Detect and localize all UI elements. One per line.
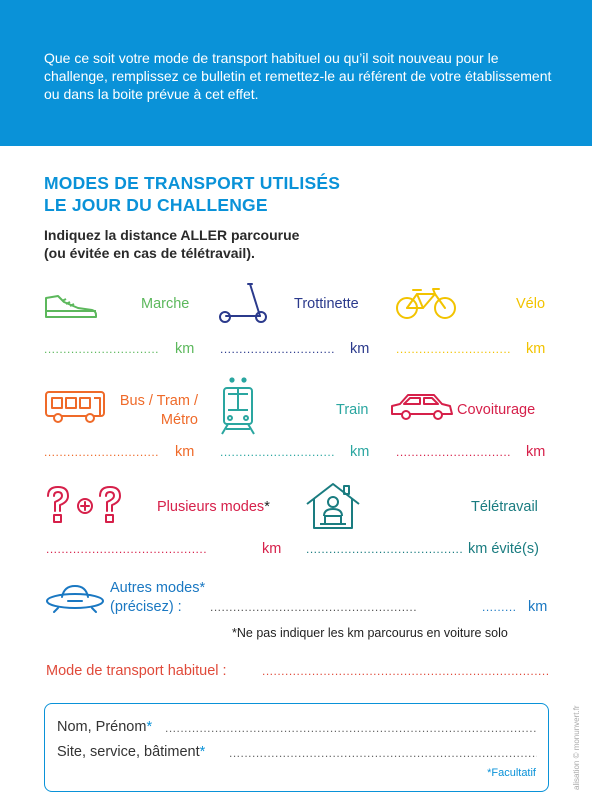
bicycle-icon — [396, 288, 456, 319]
car-icon — [391, 394, 453, 420]
name-line: Nom, Prénom* — [57, 719, 152, 735]
instruction-text: Indiquez la distance ALLER parcourue (ou… — [44, 226, 299, 262]
name-dots[interactable]: ........................................… — [165, 721, 537, 735]
section-title: MODES DE TRANSPORT UTILISÉS LE JOUR DU C… — [44, 172, 340, 216]
mode-bus-label: Bus / Tram / Métro — [114, 392, 198, 430]
section-title-line1: MODES DE TRANSPORT UTILISÉS — [44, 173, 341, 193]
mode-marche-unit: km — [175, 341, 195, 357]
mode-teletravail-label: Télétravail — [471, 499, 538, 515]
mode-plusieurs-dots[interactable]: ........................................… — [46, 542, 208, 556]
site-label: Site, service, bâtiment — [57, 744, 200, 760]
section-title-line2: LE JOUR DU CHALLENGE — [44, 195, 268, 215]
identity-box: Nom, Prénom* ...........................… — [44, 703, 549, 792]
mode-autres-label-line2: (précisez) : — [110, 599, 182, 615]
mode-teletravail-unit: km évité(s) — [468, 541, 539, 557]
site-asterisk: * — [199, 744, 206, 760]
mode-bus-label-line2: Métro — [160, 412, 198, 428]
scooter-icon — [219, 283, 267, 323]
mode-covoiturage-dots[interactable]: .............................. — [396, 445, 512, 459]
intro-text: Que ce soit votre mode de transport habi… — [44, 50, 552, 102]
facultatif-note: *Facultatif — [487, 767, 536, 779]
site-dots[interactable]: ........................................… — [229, 746, 537, 760]
mode-autres-dots[interactable]: ........................................… — [210, 600, 418, 614]
multiple-modes-icon — [47, 486, 121, 523]
mode-plusieurs-label: Plusieurs modes* — [157, 499, 270, 515]
mode-autres-unit: km — [528, 599, 548, 615]
credit-text: alisation © monunvert.fr — [572, 705, 581, 790]
mode-plusieurs-unit: km — [262, 541, 282, 557]
header-banner: Que ce soit votre mode de transport habi… — [0, 0, 592, 146]
instruction-line1: Indiquez la distance ALLER parcourue — [44, 227, 300, 243]
note-text: *Ne pas indiquer les km parcourus en voi… — [232, 626, 508, 640]
mode-marche-dots[interactable]: .............................. — [44, 342, 160, 356]
walking-shoe-icon — [45, 295, 97, 318]
ufo-icon — [46, 585, 104, 613]
instruction-line2: (ou évitée en cas de télétravail). — [44, 245, 255, 261]
bus-icon — [45, 391, 105, 423]
mode-plusieurs-asterisk: * — [264, 499, 270, 515]
mode-plusieurs-label-text: Plusieurs modes — [157, 499, 265, 515]
home-office-icon — [306, 483, 360, 529]
mode-covoiturage-label: Covoiturage — [457, 402, 536, 418]
mode-bus-unit: km — [175, 444, 195, 460]
mode-train-unit: km — [350, 444, 370, 460]
mode-velo-label: Vélo — [516, 296, 546, 312]
mode-train-dots[interactable]: .............................. — [220, 445, 336, 459]
mode-train-label: Train — [336, 402, 369, 418]
mode-autres-label-line1: Autres modes* — [110, 580, 206, 596]
habit-label: Mode de transport habituel : — [46, 663, 227, 679]
site-line: Site, service, bâtiment* — [57, 744, 205, 760]
mode-marche-label: Marche — [141, 296, 190, 312]
mode-trottinette-dots[interactable]: .............................. — [220, 342, 336, 356]
mode-trottinette-unit: km — [350, 341, 370, 357]
mode-bus-label-line1: Bus / Tram / — [119, 393, 198, 409]
mode-teletravail-dots[interactable]: ........................................… — [306, 542, 462, 556]
tram-icon — [221, 377, 255, 435]
mode-covoiturage-unit: km — [526, 444, 546, 460]
mode-trottinette-label: Trottinette — [294, 296, 359, 312]
mode-velo-dots[interactable]: .............................. — [396, 342, 512, 356]
mode-autres-label: Autres modes* (précisez) : — [110, 579, 205, 617]
mode-bus-dots[interactable]: .............................. — [44, 445, 160, 459]
habit-dots[interactable]: ........................................… — [262, 664, 550, 678]
mode-autres-dots-short[interactable]: ......... — [482, 600, 517, 614]
name-label: Nom, Prénom — [57, 719, 147, 735]
mode-velo-unit: km — [526, 341, 546, 357]
name-asterisk: * — [146, 719, 153, 735]
